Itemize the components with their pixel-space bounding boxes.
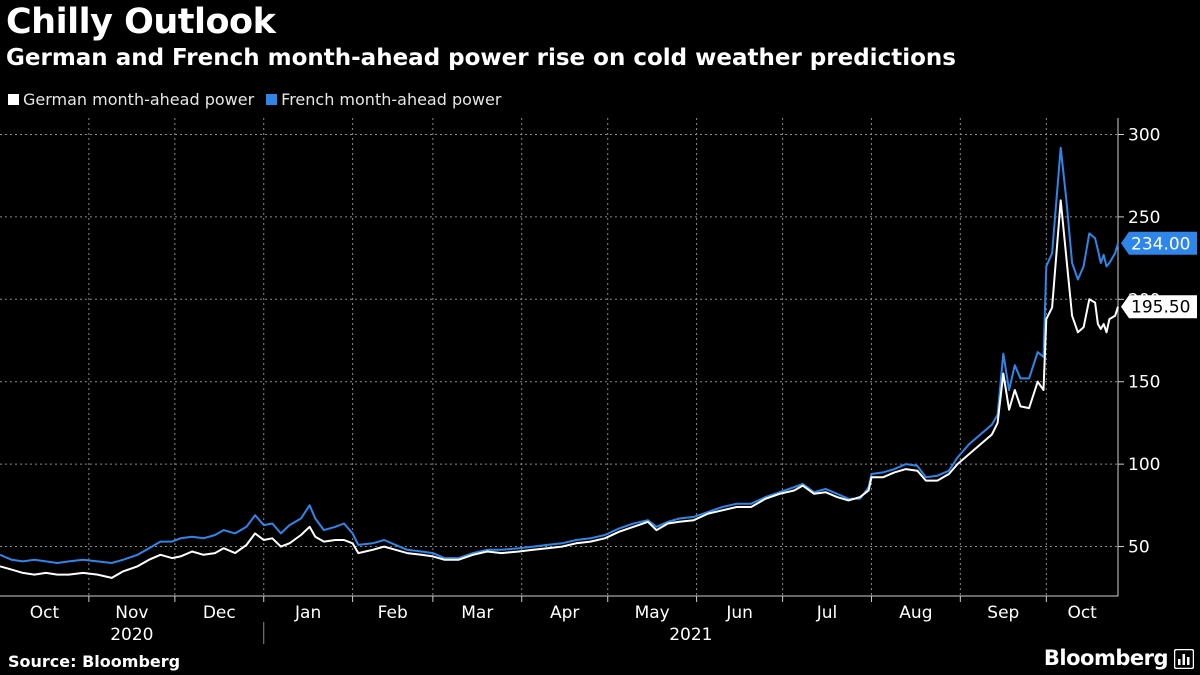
x-tick-label-apr-6: Apr (550, 603, 579, 623)
last-value-label: 234.00 (1131, 234, 1190, 254)
year-label-2020: 2020 (110, 625, 153, 645)
x-tick-label-oct-0: Oct (30, 603, 60, 623)
x-tick-label-aug-10: Aug (899, 603, 932, 623)
legend-label-french: French month-ahead power (281, 90, 502, 109)
y-tick-label-100: 100 (1128, 455, 1160, 475)
x-tick-label-jan-3: Jan (294, 603, 321, 623)
series-line-german (0, 199, 1119, 579)
x-tick-label-dec-2: Dec (203, 603, 236, 623)
x-tick-label-mar-5: Mar (461, 603, 493, 623)
source-note: Source: Bloomberg (8, 652, 181, 671)
legend-swatch-german (8, 94, 19, 105)
legend-swatch-french (266, 94, 278, 105)
x-tick-label-feb-4: Feb (378, 603, 408, 623)
chart-subtitle: German and French month-ahead power rise… (6, 45, 956, 71)
x-tick-label-may-7: May (635, 603, 670, 623)
y-tick-label-250: 250 (1128, 208, 1160, 228)
bloomberg-logo-icon (1174, 649, 1194, 669)
last-value-tag-bg (1121, 295, 1197, 319)
chart-title: Chilly Outlook (6, 2, 276, 42)
last-value-tag-bg (1121, 231, 1197, 255)
last-value-label: 195.50 (1131, 298, 1190, 318)
y-tick-label-50: 50 (1128, 538, 1150, 558)
legend: German month-ahead power French month-ah… (8, 90, 513, 109)
y-tick-label-150: 150 (1128, 373, 1160, 393)
legend-label-german: German month-ahead power (23, 90, 255, 109)
x-tick-label-sep-11: Sep (987, 603, 1019, 623)
series-line-french (0, 146, 1119, 564)
legend-item-french: French month-ahead power (266, 90, 501, 109)
year-label-2021: 2021 (669, 625, 712, 645)
x-tick-label-jun-8: Jun (725, 603, 753, 623)
legend-item-german: German month-ahead power (8, 90, 254, 109)
x-tick-label-oct-12: Oct (1067, 603, 1097, 623)
y-tick-label-300: 300 (1128, 125, 1160, 145)
x-tick-label-nov-1: Nov (115, 603, 148, 623)
bloomberg-logo-text: Bloomberg (1043, 646, 1169, 670)
last-value-tag-german: 195.50 (1121, 295, 1197, 319)
x-tick-label-jul-9: Jul (816, 603, 838, 623)
last-value-tag-french: 234.00 (1121, 231, 1197, 255)
